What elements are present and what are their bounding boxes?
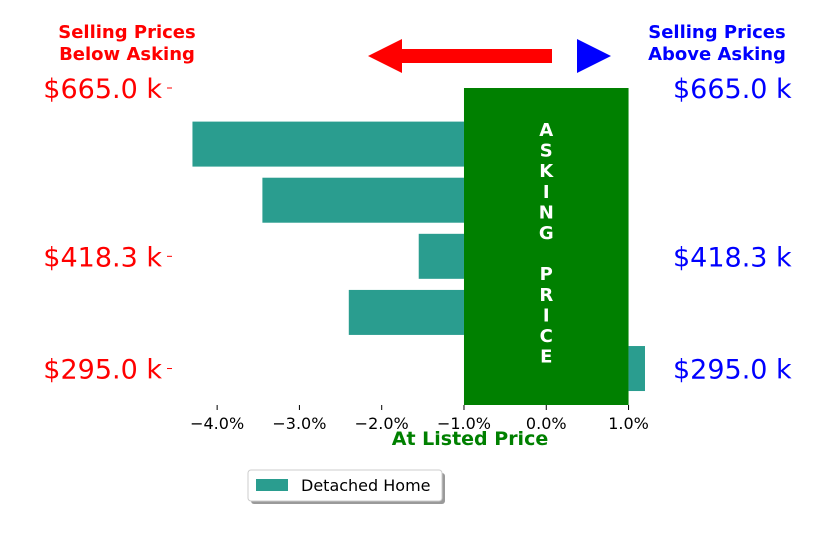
left-y-tick-label: $418.3 k	[43, 242, 162, 273]
x-tick-label: 1.0%	[608, 414, 649, 433]
asking-letter: K	[539, 161, 554, 182]
right-y-tick-label: $295.0 k	[673, 355, 792, 386]
asking-letter: S	[540, 141, 553, 162]
asking-letter: P	[540, 264, 553, 285]
asking-letter: R	[539, 285, 553, 306]
x-tick-label: −3.0%	[272, 414, 326, 433]
x-tick-label: −1.0%	[437, 414, 491, 433]
legend-label: Detached Home	[301, 476, 431, 495]
bar	[628, 346, 645, 392]
above-asking-title-line2: Above Asking	[648, 44, 786, 65]
left-y-tick-label: $665.0 k	[43, 74, 162, 105]
x-tick-label: −2.0%	[355, 414, 409, 433]
right-y-tick-label: $665.0 k	[673, 74, 792, 105]
bar	[348, 289, 464, 335]
x-axis-label: At Listed Price	[392, 428, 548, 450]
asking-letter: G	[539, 223, 554, 244]
asking-letter: I	[543, 182, 550, 203]
x-tick-label: −4.0%	[190, 414, 244, 433]
x-tick-label: 0.0%	[526, 414, 567, 433]
asking-letter: I	[543, 305, 550, 326]
left-y-tick-label: $295.0 k	[43, 355, 162, 386]
asking-letter: N	[539, 202, 554, 223]
asking-price-block	[463, 88, 629, 405]
below-asking-title-line2: Below Asking	[59, 44, 195, 65]
asking-letter: C	[540, 326, 553, 347]
bar	[262, 177, 464, 223]
right-arrow-icon	[577, 39, 611, 73]
bar	[192, 121, 464, 167]
left-arrow-icon	[368, 39, 552, 73]
above-asking-title-line1: Selling Prices	[648, 22, 785, 43]
right-y-tick-label: $418.3 k	[673, 242, 792, 273]
below-asking-title-line1: Selling Prices	[58, 22, 195, 43]
legend: Detached Home	[247, 469, 445, 504]
bar	[418, 233, 464, 279]
asking-letter: E	[540, 347, 552, 368]
asking-letter: A	[539, 120, 553, 141]
legend-swatch	[256, 479, 288, 491]
